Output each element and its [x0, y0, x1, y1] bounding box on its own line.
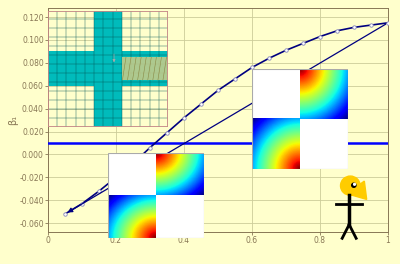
Bar — [108, 153, 156, 195]
Bar — [48, 51, 168, 86]
Bar — [252, 119, 300, 169]
Circle shape — [340, 176, 360, 195]
Bar — [252, 69, 300, 119]
Bar — [156, 195, 204, 238]
Bar — [94, 11, 122, 127]
Bar — [108, 195, 156, 238]
Bar — [300, 119, 348, 169]
Circle shape — [354, 183, 356, 185]
Circle shape — [352, 183, 356, 187]
Polygon shape — [347, 181, 367, 199]
Bar — [122, 57, 168, 80]
Y-axis label: β₁: β₁ — [8, 115, 18, 125]
